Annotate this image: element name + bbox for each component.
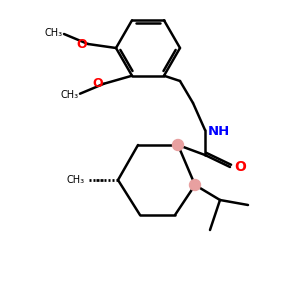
Text: O: O — [92, 77, 103, 90]
Text: NH: NH — [208, 125, 230, 138]
Text: CH₃: CH₃ — [67, 175, 85, 185]
Text: O: O — [234, 160, 246, 174]
Text: CH₃: CH₃ — [61, 90, 79, 100]
Text: O: O — [76, 38, 87, 50]
Circle shape — [172, 140, 184, 151]
Text: CH₃: CH₃ — [45, 28, 63, 38]
Circle shape — [190, 179, 200, 191]
